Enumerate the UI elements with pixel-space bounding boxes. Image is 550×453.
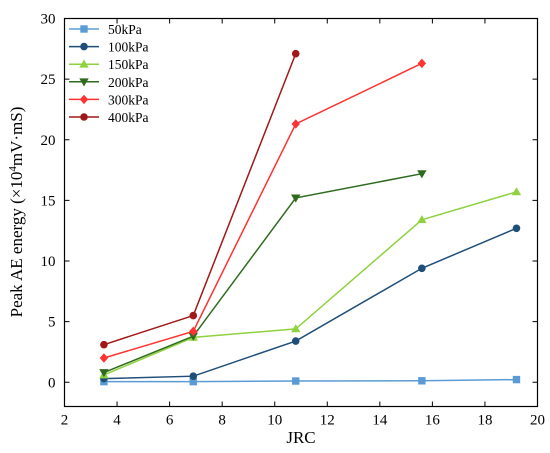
legend-marker — [79, 78, 89, 87]
legend-marker — [79, 94, 89, 105]
data-point — [291, 119, 300, 129]
series-line — [103, 227, 517, 380]
y-axis-title-superscript: 4 — [7, 166, 19, 172]
legend-item: 100kPa — [69, 40, 149, 55]
legend-item: 50kPa — [69, 22, 142, 37]
data-point — [99, 353, 109, 363]
y-axis-title-prefix: Peak AE energy (×10 — [7, 172, 26, 318]
series-400kPa — [100, 49, 300, 349]
x-tick-label: 8 — [218, 413, 226, 429]
y-axis-title-suffix: mV·mS) — [7, 107, 26, 167]
x-tick-label: 14 — [372, 413, 388, 429]
y-axis-title: Peak AE energy (×104mV·mS) — [7, 107, 26, 318]
data-point — [291, 194, 301, 203]
x-axis-title: JRC — [286, 428, 315, 447]
y-tick-label: 15 — [41, 193, 56, 209]
y-tick-label: 30 — [41, 12, 56, 28]
data-point — [189, 326, 198, 337]
legend-item: 400kPa — [69, 110, 149, 125]
series-line — [103, 62, 423, 359]
x-tick-label: 20 — [530, 413, 545, 429]
legend-item: 150kPa — [69, 57, 149, 72]
legend-marker — [79, 59, 89, 68]
y-tick-label: 5 — [48, 315, 56, 331]
series-layer — [99, 49, 522, 386]
plot-frame — [63, 17, 539, 408]
legend-marker — [80, 25, 88, 33]
data-point — [417, 170, 427, 179]
legend-label: 50kPa — [108, 22, 142, 37]
legend-item: 300kPa — [69, 92, 149, 107]
data-point — [291, 49, 300, 58]
data-point — [291, 337, 300, 345]
legend-marker — [80, 113, 88, 121]
y-tick-label: 10 — [41, 254, 56, 270]
data-point — [100, 340, 108, 349]
data-point — [189, 377, 197, 386]
series-200kPa — [99, 170, 427, 378]
series-line — [103, 378, 517, 383]
data-point — [292, 377, 300, 385]
y-tick-label: 20 — [41, 133, 56, 149]
y-tick-label: 25 — [41, 72, 56, 88]
data-point — [417, 58, 427, 69]
x-tick-label: 10 — [267, 413, 282, 429]
data-point — [188, 332, 198, 341]
legend-marker — [80, 42, 88, 51]
data-point — [512, 224, 521, 233]
x-tick-label: 4 — [113, 413, 121, 429]
x-tick-label: 6 — [166, 413, 174, 429]
x-tick-label: 2 — [61, 413, 69, 429]
legend-label: 400kPa — [108, 110, 149, 125]
legend-label: 300kPa — [108, 92, 149, 107]
series-150kPa — [99, 187, 522, 379]
legend-label: 200kPa — [108, 75, 149, 90]
y-tick-label: 0 — [48, 375, 56, 391]
data-point — [512, 375, 521, 384]
series-300kPa — [99, 58, 427, 363]
data-point — [418, 264, 426, 273]
data-point — [99, 369, 109, 378]
data-point — [511, 187, 522, 196]
legend-item: 200kPa — [69, 75, 149, 90]
x-tick-label: 18 — [477, 413, 492, 429]
data-point — [418, 377, 426, 385]
legend: 50kPa 100kPa 150kPa 200kPa 300kPa 400kPa — [69, 22, 149, 125]
data-point — [291, 324, 301, 333]
axes: 2 4 6 8 10 12 14 16 18 20 0 5 10 15 20 25 30 — [41, 12, 546, 429]
legend-label: 100kPa — [108, 40, 149, 55]
x-tick-label: 12 — [320, 413, 335, 429]
data-point — [189, 372, 198, 380]
data-point — [189, 311, 198, 320]
legend-label: 150kPa — [108, 57, 149, 72]
x-tick-label: 16 — [425, 413, 441, 429]
series-line — [103, 172, 423, 374]
series-100kPa — [100, 224, 521, 383]
data-point — [417, 215, 427, 224]
